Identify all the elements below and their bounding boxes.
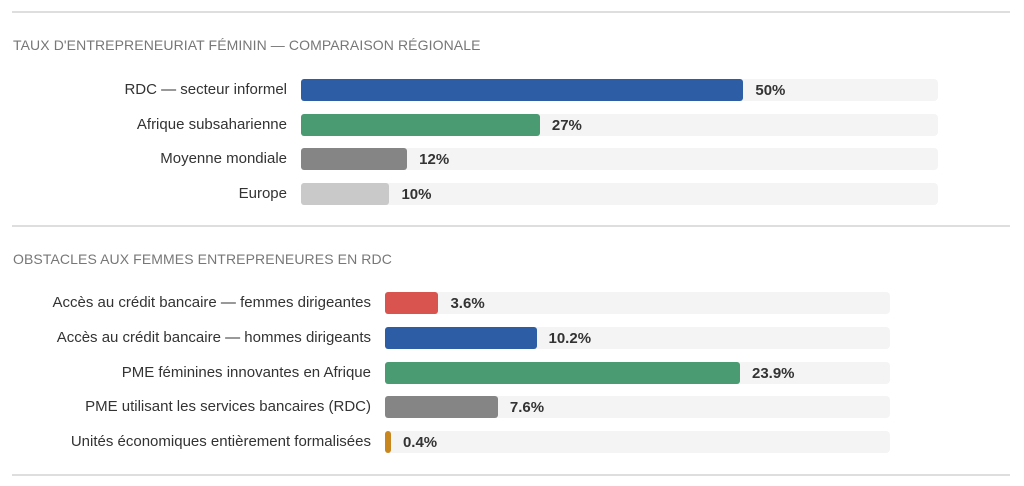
bar-row: PME utilisant les services bancaires (RD… bbox=[0, 396, 1024, 418]
bar-row: RDC — secteur informel 50% bbox=[0, 79, 1024, 101]
chart-title: TAUX D'ENTREPRENEURIAT FÉMININ — COMPARA… bbox=[13, 37, 481, 53]
bar-track bbox=[301, 183, 938, 205]
bar-row: Afrique subsaharienne 27% bbox=[0, 114, 1024, 136]
bar-row: Unités économiques entièrement formalisé… bbox=[0, 431, 1024, 453]
category-label: Accès au crédit bancaire — femmes dirige… bbox=[52, 294, 371, 311]
bar bbox=[301, 79, 744, 101]
category-label: Europe bbox=[238, 185, 287, 202]
bar-row: PME féminines innovantes en Afrique 23.9% bbox=[0, 362, 1024, 384]
value-label: 3.6% bbox=[450, 295, 485, 312]
bar bbox=[301, 114, 540, 136]
category-label: Accès au crédit bancaire — hommes dirige… bbox=[56, 329, 371, 346]
value-label: 7.6% bbox=[509, 399, 545, 416]
value-label: 10.2% bbox=[548, 330, 592, 347]
bar bbox=[385, 396, 498, 418]
bar-row: Accès au crédit bancaire — femmes dirige… bbox=[0, 292, 1024, 314]
bar-row: Accès au crédit bancaire — hommes dirige… bbox=[0, 327, 1024, 349]
category-label: Afrique subsaharienne bbox=[136, 116, 287, 133]
value-label: 27% bbox=[551, 117, 582, 134]
category-label: Moyenne mondiale bbox=[160, 150, 287, 167]
category-label: PME féminines innovantes en Afrique bbox=[121, 364, 371, 381]
bar-track bbox=[385, 362, 890, 384]
bar bbox=[385, 327, 537, 349]
bar-row: Europe 10% bbox=[0, 183, 1024, 205]
bottom-divider bbox=[12, 474, 1010, 476]
bar-track bbox=[301, 148, 938, 170]
bar bbox=[385, 362, 740, 384]
bar-track bbox=[301, 114, 938, 136]
bar-row: Moyenne mondiale 12% bbox=[0, 148, 1024, 170]
bar bbox=[301, 148, 408, 170]
value-label: 10% bbox=[401, 186, 432, 203]
chart-title: OBSTACLES AUX FEMMES ENTREPRENEURES EN R… bbox=[13, 251, 392, 267]
bar-track bbox=[385, 292, 890, 314]
value-label: 50% bbox=[755, 82, 786, 99]
top-divider bbox=[12, 11, 1010, 13]
bar-track bbox=[301, 79, 938, 101]
middle-divider bbox=[12, 225, 1010, 227]
value-label: 12% bbox=[419, 151, 450, 168]
value-label: 0.4% bbox=[402, 434, 438, 451]
category-label: PME utilisant les services bancaires (RD… bbox=[85, 398, 371, 415]
bar-track bbox=[385, 327, 890, 349]
bar bbox=[301, 183, 390, 205]
bar bbox=[385, 431, 391, 453]
bar-track bbox=[385, 396, 890, 418]
bar bbox=[385, 292, 439, 314]
bar-track bbox=[385, 431, 890, 453]
category-label: Unités économiques entièrement formalisé… bbox=[70, 433, 371, 450]
category-label: RDC — secteur informel bbox=[124, 81, 287, 98]
value-label: 23.9% bbox=[751, 365, 795, 382]
